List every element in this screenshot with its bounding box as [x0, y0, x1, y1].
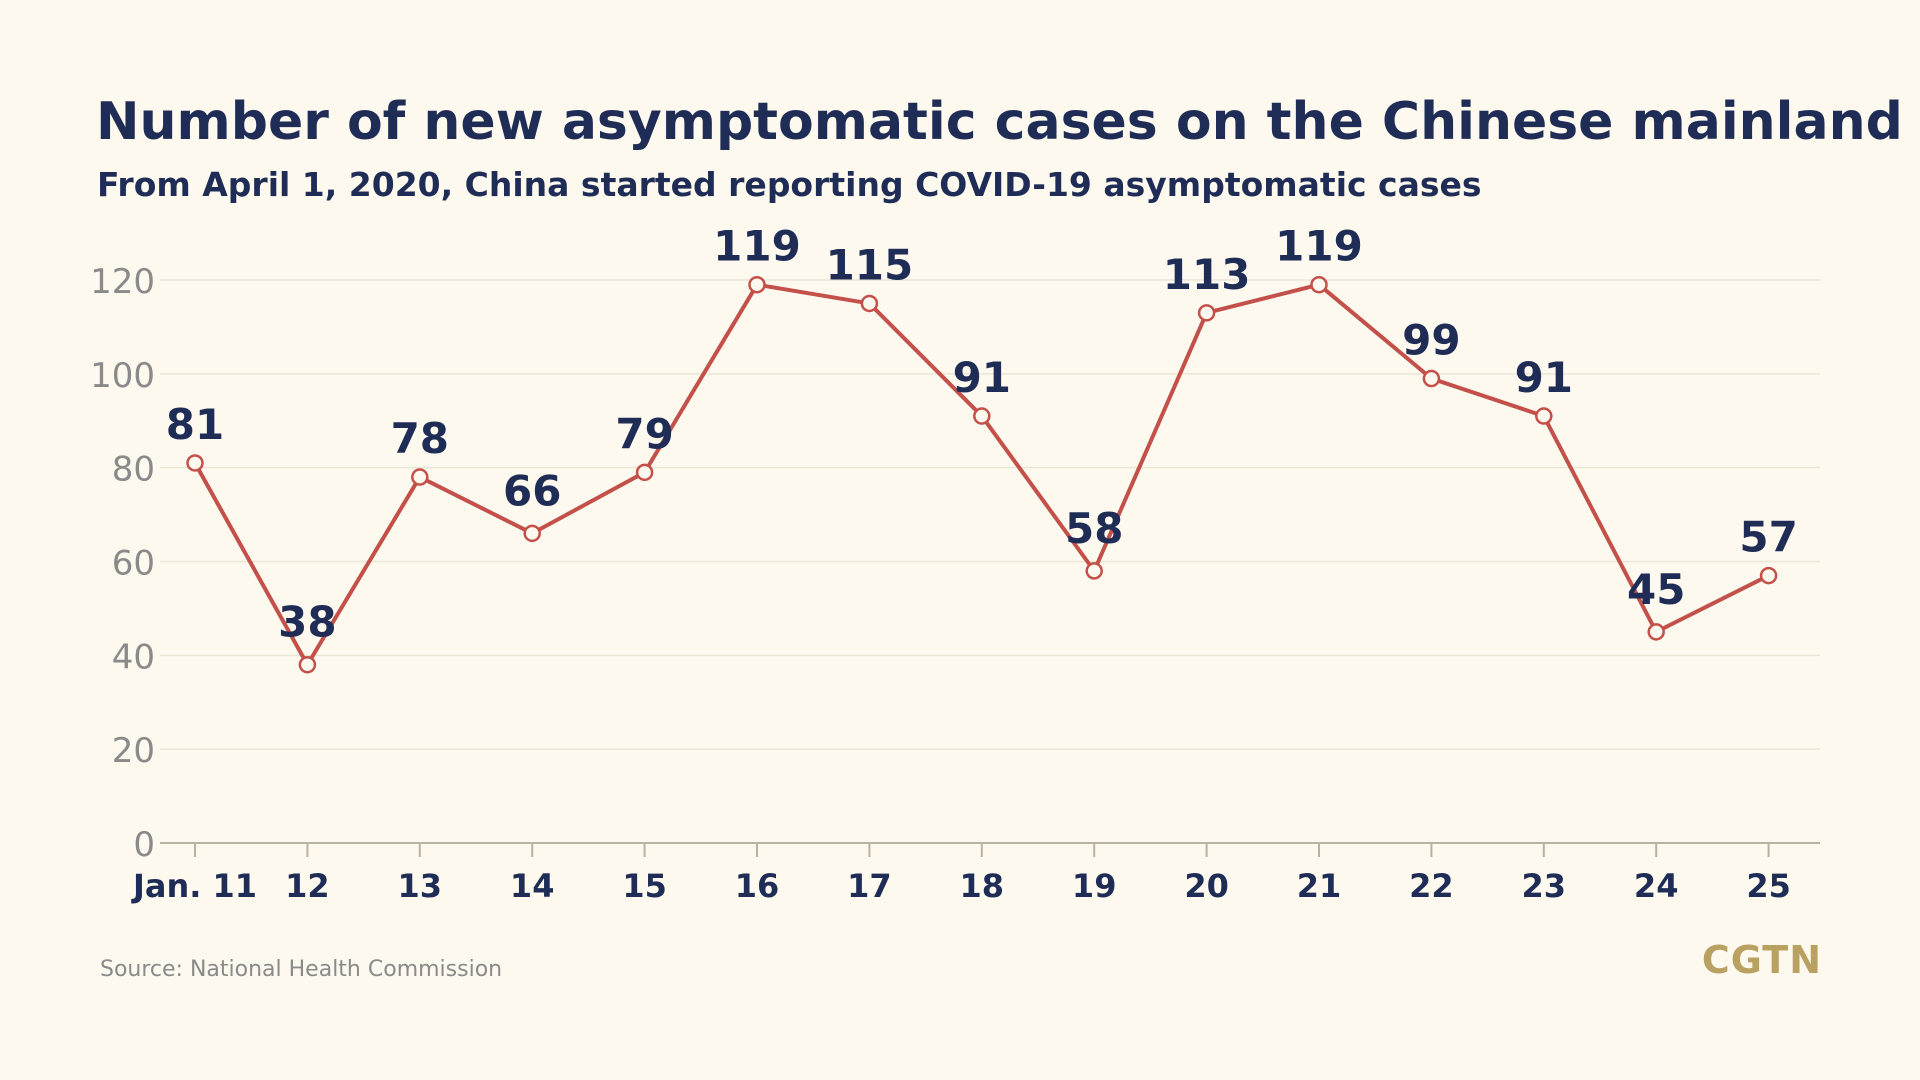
x-tick-label: 21	[1297, 867, 1342, 905]
y-tick-label: 20	[112, 731, 155, 771]
x-tick-label: 19	[1072, 867, 1117, 905]
x-axis-ticks: Jan. 11 12 13 14 15 16 17 18 19 20 21 22 23 24 25	[131, 843, 1791, 905]
data-label: 66	[503, 466, 561, 515]
source-note: Source: National Health Commission	[100, 957, 503, 982]
x-tick-label: Jan. 11	[131, 867, 257, 905]
x-tick-label: 20	[1184, 867, 1229, 905]
data-label: 58	[1065, 504, 1123, 553]
data-label: 45	[1627, 565, 1685, 614]
data-point	[860, 294, 879, 313]
data-point	[1535, 407, 1553, 425]
x-tick-label: 17	[847, 867, 892, 905]
y-axis-ticks: 0 20 40 60 80 100 120	[90, 262, 155, 865]
x-tick-label: 14	[510, 867, 555, 905]
data-label: 119	[1275, 222, 1363, 271]
data-point	[1759, 566, 1778, 585]
data-label: 91	[953, 353, 1011, 402]
x-tick-label: 24	[1634, 867, 1679, 905]
x-tick-label: 22	[1409, 867, 1454, 905]
series-line-path	[193, 282, 1771, 667]
x-tick-label: 25	[1746, 867, 1791, 905]
data-label: 99	[1402, 316, 1460, 365]
data-label: 38	[278, 598, 336, 647]
x-tick-label: 12	[285, 867, 330, 905]
data-label: 78	[391, 414, 449, 463]
data-labels: 81 38 78 66 79 119 115 91 58 113 119 99 91 45 57	[166, 222, 1798, 647]
data-point	[1422, 369, 1441, 388]
data-label: 57	[1739, 513, 1797, 562]
data-point	[523, 524, 541, 543]
data-point	[1197, 304, 1216, 322]
x-tick-label: 18	[960, 867, 1005, 905]
data-point	[973, 407, 991, 425]
data-label: 79	[615, 409, 673, 458]
data-points	[186, 275, 1778, 674]
data-point	[1085, 562, 1103, 580]
data-point	[635, 463, 654, 482]
series-line	[193, 282, 1771, 667]
y-tick-label: 120	[90, 262, 155, 302]
y-tick-label: 60	[112, 544, 155, 584]
data-label: 119	[713, 222, 801, 271]
data-point	[298, 655, 317, 674]
y-tick-label: 40	[112, 637, 155, 677]
data-point	[748, 275, 766, 294]
y-tick-label: 80	[112, 450, 155, 490]
chart-title: Number of new asymptomatic cases on the …	[96, 92, 1903, 152]
x-tick-label: 13	[398, 867, 443, 905]
data-point	[411, 468, 429, 486]
data-label: 81	[166, 400, 224, 449]
data-label: 113	[1163, 250, 1251, 299]
data-point	[1647, 623, 1665, 641]
cgtn-logo: CGTN	[1701, 938, 1822, 982]
chart-subtitle: From April 1, 2020, China started report…	[97, 165, 1482, 204]
x-tick-label: 23	[1522, 867, 1567, 905]
y-tick-label: 0	[133, 825, 155, 865]
x-tick-label: 15	[622, 867, 667, 905]
data-point	[186, 454, 204, 472]
data-label: 91	[1515, 353, 1573, 402]
data-label: 115	[826, 240, 914, 289]
data-point	[1310, 275, 1328, 294]
gridlines	[160, 279, 1820, 750]
x-tick-label: 16	[735, 867, 780, 905]
y-tick-label: 100	[90, 356, 155, 396]
